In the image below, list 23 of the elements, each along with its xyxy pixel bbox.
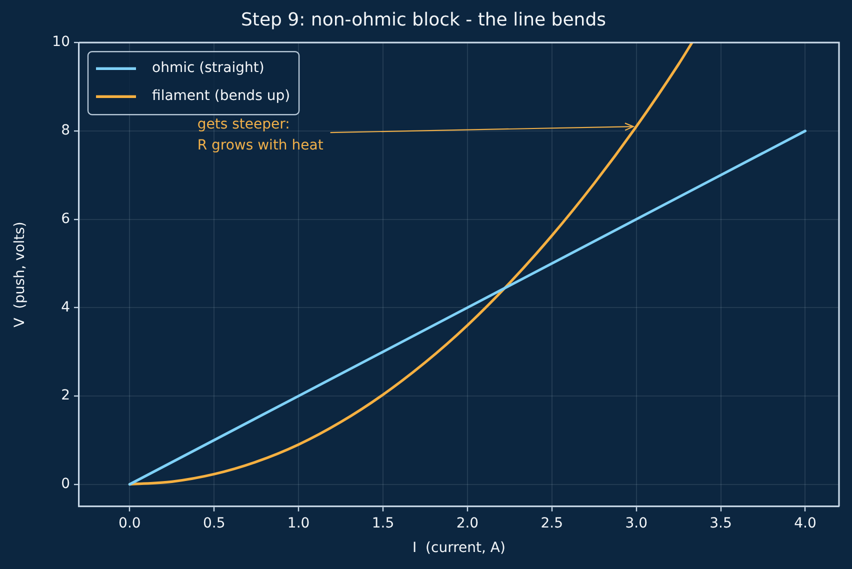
y-tick-label: 4 <box>61 299 70 316</box>
y-tick-label: 6 <box>61 210 70 227</box>
legend-label: filament (bends up) <box>152 88 290 104</box>
x-tick-label: 0.0 <box>118 515 141 532</box>
chart-title: Step 9: non-ohmic block - the line bends <box>240 9 606 30</box>
x-tick-label: 3.0 <box>625 515 648 532</box>
x-tick-label: 3.5 <box>710 515 732 532</box>
x-tick-label: 2.5 <box>540 515 564 532</box>
y-axis-title: V (push, volts) <box>12 222 28 328</box>
x-tick-label: 2.0 <box>456 515 479 532</box>
line-series <box>128 130 807 486</box>
y-tick-label: 0 <box>61 476 70 492</box>
y-tick-label: 10 <box>52 34 70 50</box>
x-tick-label: 1.0 <box>287 515 310 532</box>
x-axis-title: I (current, A) <box>412 540 506 556</box>
y-tick-label: 2 <box>61 388 70 404</box>
y-tick-label: 8 <box>61 122 70 139</box>
x-tick-label: 4.0 <box>794 515 816 532</box>
legend-label: ohmic (straight) <box>152 60 264 76</box>
x-tick-label: 0.5 <box>202 515 226 532</box>
x-tick-label: 1.5 <box>372 515 394 532</box>
line-series <box>128 42 694 486</box>
annotation: gets steeper: R grows with heat <box>197 116 324 154</box>
